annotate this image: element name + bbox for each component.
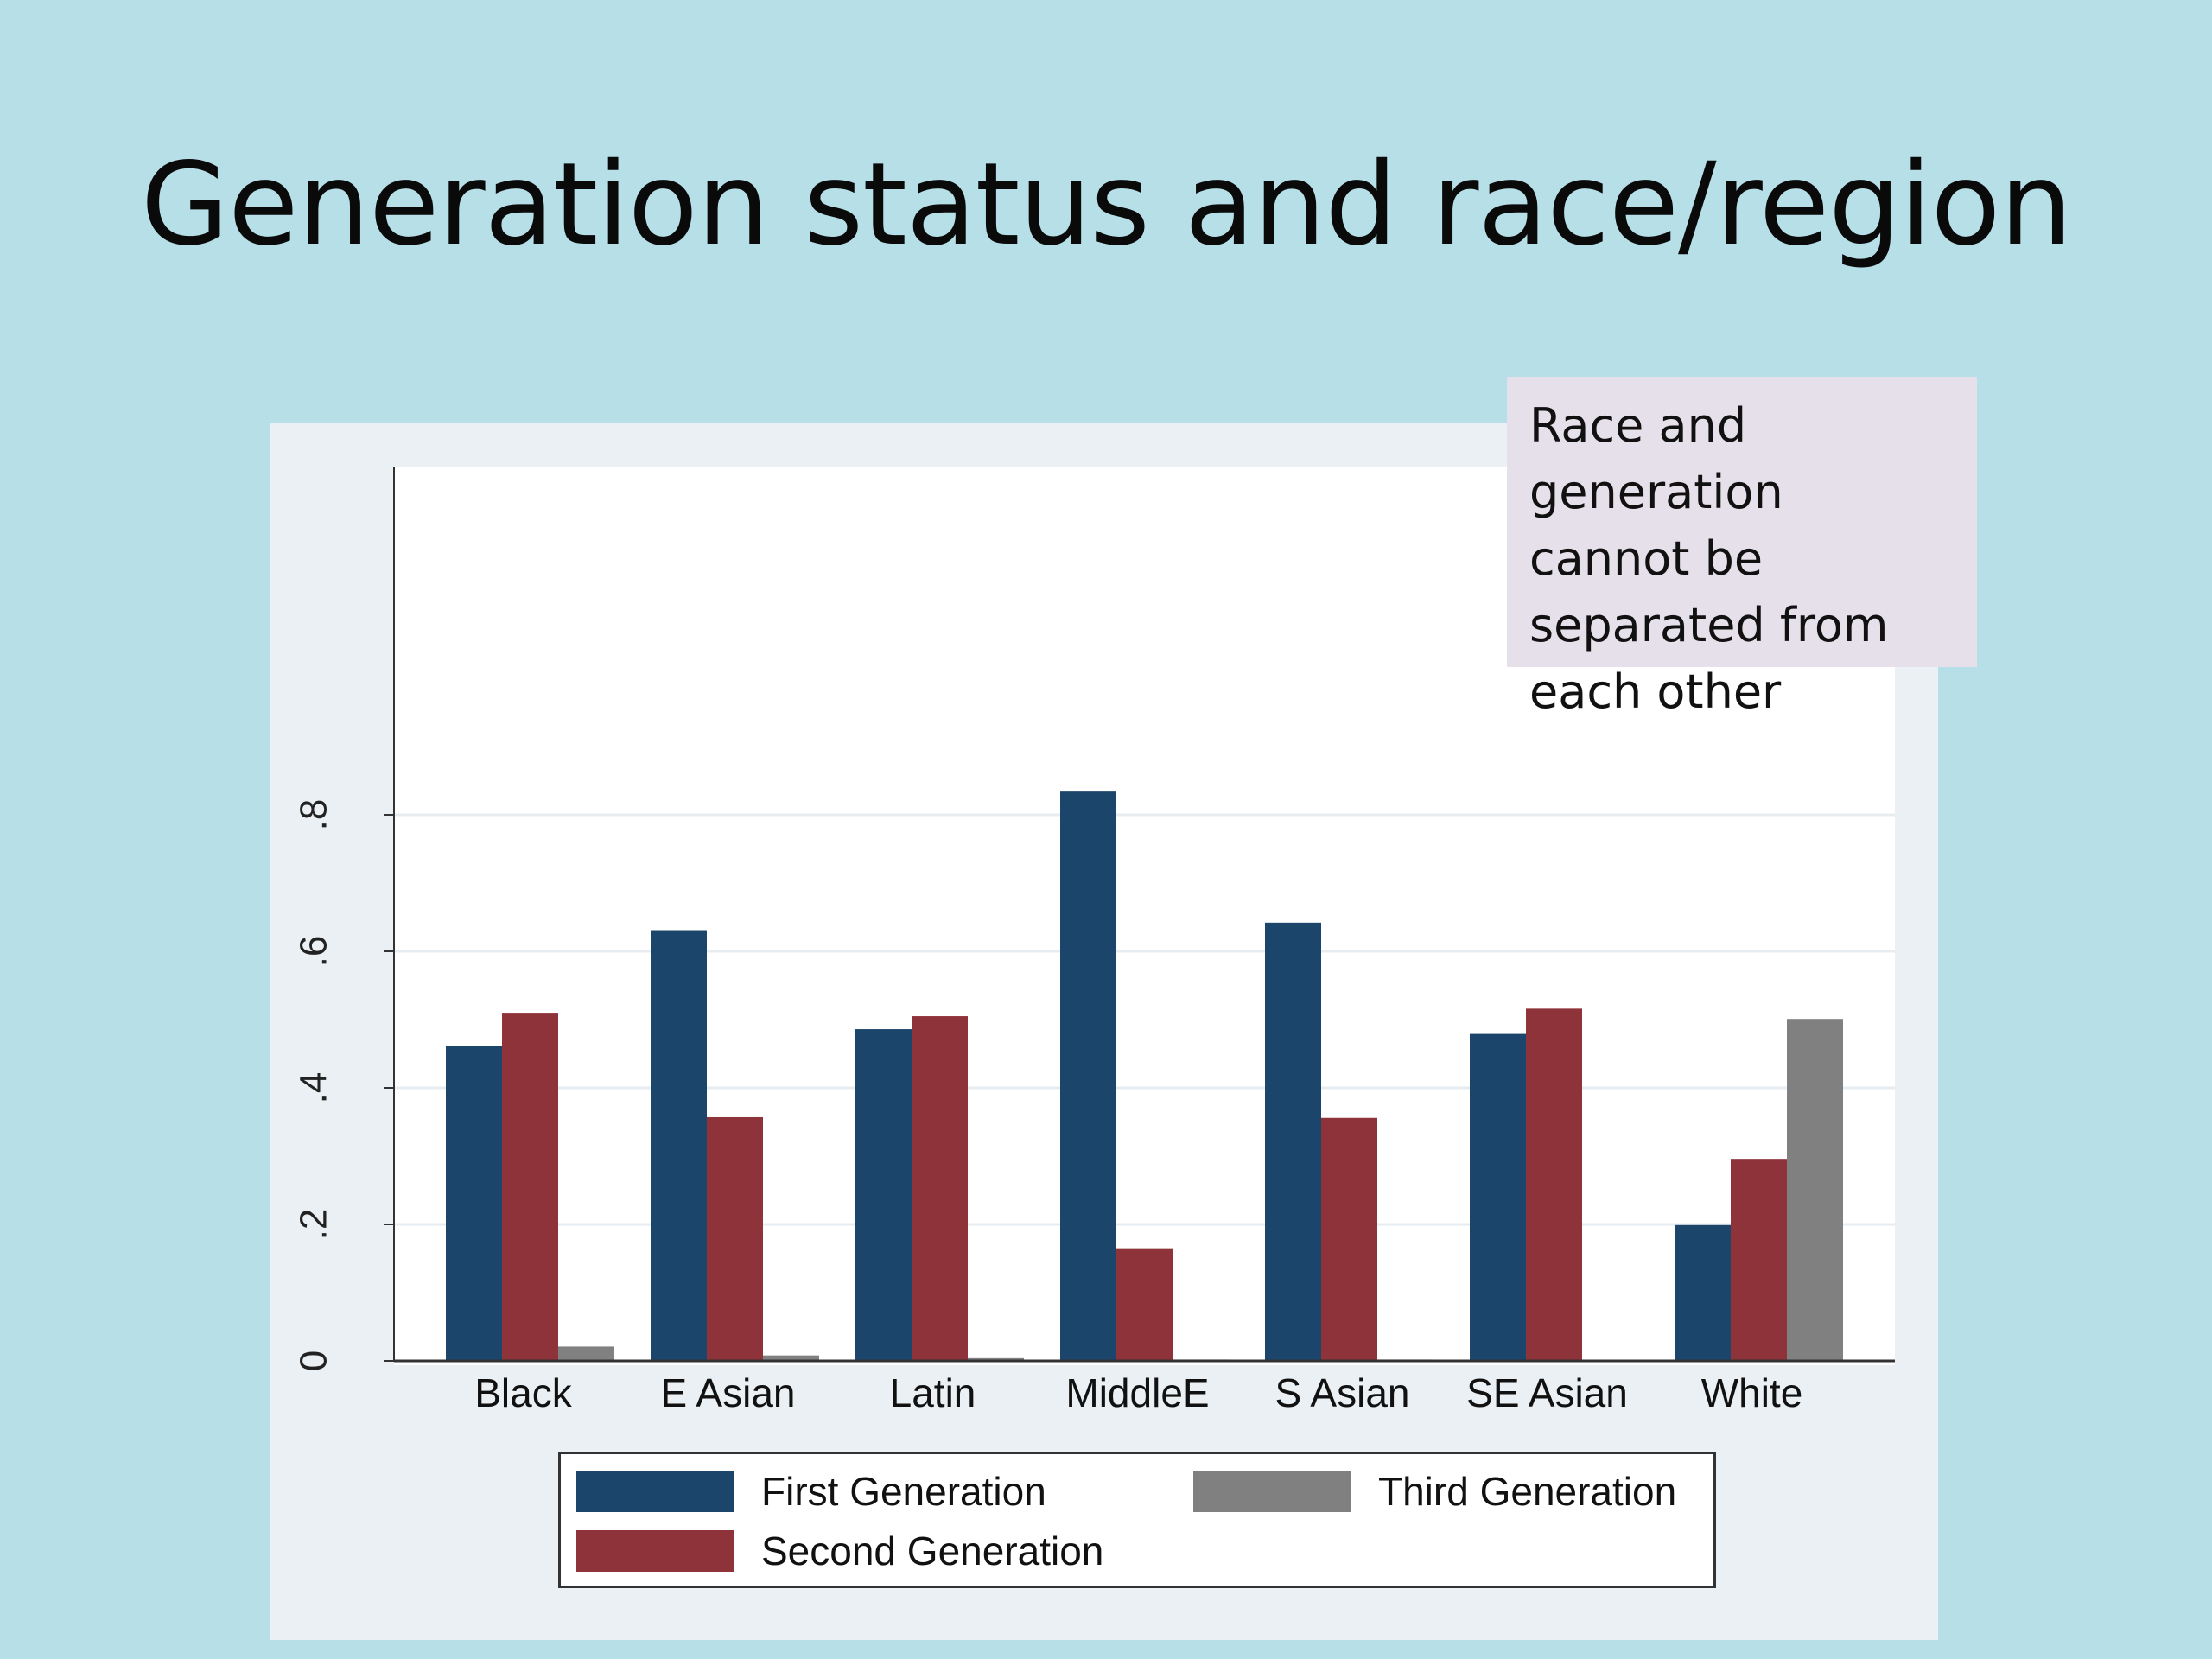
bar-middlee-2 (1116, 1248, 1173, 1361)
bar-latin-1 (855, 1029, 912, 1361)
bar-se-asian-1 (1470, 1033, 1526, 1361)
y-tick-label: .8 (293, 799, 335, 831)
bar-black-3 (558, 1346, 614, 1361)
bar-s-asian-2 (1321, 1117, 1377, 1361)
bar-e-asian-1 (651, 930, 707, 1361)
x-tick-label: MiddleE (1065, 1370, 1209, 1415)
y-tick-label: .4 (293, 1072, 335, 1104)
x-tick-label: E Asian (661, 1370, 796, 1415)
y-tick-label: .2 (293, 1209, 335, 1241)
x-tick-label: SE Asian (1466, 1370, 1628, 1415)
legend-label-second: Second Generation (761, 1529, 1104, 1573)
x-tick-label: Black (474, 1370, 572, 1415)
y-tick-label: .6 (293, 936, 335, 968)
bar-white-2 (1731, 1159, 1787, 1361)
bar-latin-2 (912, 1016, 968, 1361)
bar-se-asian-2 (1526, 1008, 1582, 1361)
legend-item-third: Third Generation (1193, 1467, 1676, 1516)
bar-latin-3 (968, 1357, 1024, 1361)
x-tick-label: Latin (890, 1370, 976, 1415)
bar-white-3 (1787, 1019, 1843, 1361)
bar-black-1 (446, 1046, 502, 1361)
legend-item-first: First Generation (576, 1467, 1046, 1516)
legend-label-third: Third Generation (1378, 1469, 1677, 1514)
x-tick-label: S Asian (1275, 1370, 1410, 1415)
bar-middlee-1 (1060, 791, 1116, 1361)
slide-title: Generation status and race/region (140, 138, 2072, 271)
y-tick-label: 0 (293, 1351, 335, 1371)
bar-white-1 (1675, 1224, 1731, 1361)
callout-note: Race and generation cannot be separated … (1507, 377, 1977, 719)
bar-e-asian-3 (763, 1355, 819, 1361)
x-tick-label: White (1701, 1370, 1803, 1415)
bar-s-asian-1 (1265, 922, 1321, 1361)
legend-item-second: Second Generation (576, 1527, 1103, 1575)
legend-swatch-first (576, 1471, 734, 1512)
bar-e-asian-2 (707, 1116, 763, 1361)
bar-black-2 (502, 1013, 558, 1361)
chart-legend: First Generation Second Generation Third… (558, 1452, 1716, 1588)
legend-label-first: First Generation (761, 1469, 1046, 1514)
legend-swatch-third (1193, 1471, 1351, 1512)
legend-swatch-second (576, 1530, 734, 1572)
